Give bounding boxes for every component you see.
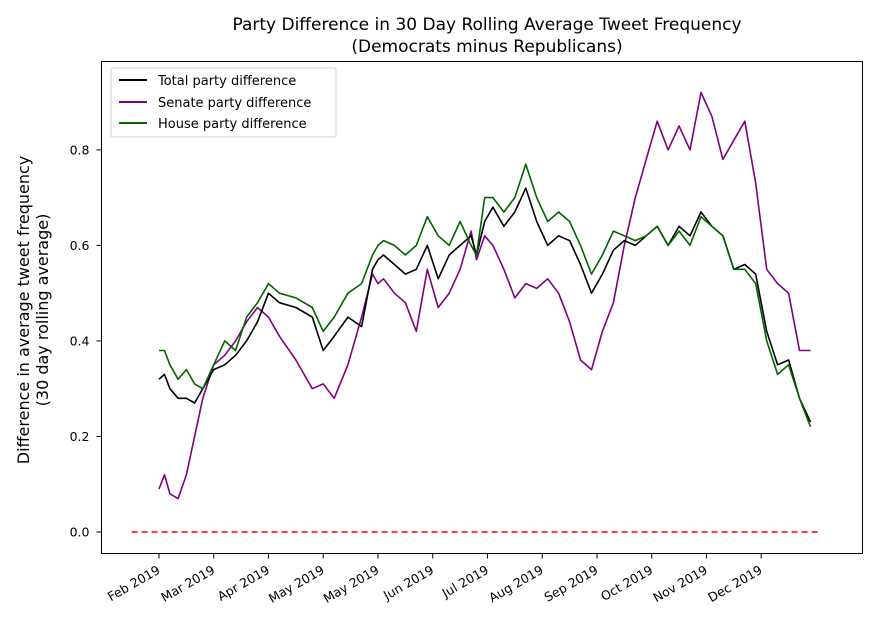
x-tick-label: Feb 2019 bbox=[105, 562, 163, 604]
x-tick-label: May 2019 bbox=[321, 562, 382, 606]
series-line-house bbox=[159, 163, 812, 428]
y-tick-label: 0.2 bbox=[70, 429, 90, 444]
y-tick-label: 0.0 bbox=[70, 525, 90, 540]
legend-label-total: Total party difference bbox=[157, 74, 296, 89]
x-tick-label: May 2019 bbox=[266, 562, 327, 606]
x-tick-label: Jun 2019 bbox=[380, 562, 436, 603]
y-axis: 0.0 0.2 0.4 0.6 0.8 bbox=[70, 142, 102, 540]
x-tick-label: Aug 2019 bbox=[486, 562, 546, 605]
x-tick-label: Oct 2019 bbox=[598, 562, 655, 604]
series-group bbox=[158, 91, 812, 500]
x-tick-label: Dec 2019 bbox=[705, 562, 764, 605]
y-axis-label-line1: Difference in average tweet frequency bbox=[14, 156, 33, 464]
x-tick-label: Mar 2019 bbox=[158, 562, 217, 605]
x-tick-label: Jul 2019 bbox=[439, 562, 491, 601]
plot-frame bbox=[101, 61, 863, 554]
chart-subtitle: (Democrats minus Republicans) bbox=[351, 37, 622, 57]
x-tick-label: Sep 2019 bbox=[542, 562, 601, 605]
x-tick-label: Apr 2019 bbox=[215, 562, 272, 604]
y-tick-label: 0.8 bbox=[70, 142, 90, 157]
series-line-senate bbox=[158, 91, 811, 500]
y-tick-label: 0.4 bbox=[70, 333, 90, 348]
legend: Total party difference Senate party diff… bbox=[110, 67, 337, 138]
series-line-total bbox=[158, 187, 812, 423]
x-tick-label: Nov 2019 bbox=[650, 562, 710, 605]
chart-title: Party Difference in 30 Day Rolling Avera… bbox=[232, 15, 741, 35]
legend-label-house: House party difference bbox=[158, 117, 307, 132]
legend-label-senate: Senate party difference bbox=[158, 96, 311, 111]
y-tick-label: 0.6 bbox=[70, 238, 90, 253]
legend-box bbox=[110, 67, 337, 138]
y-axis-label-line2: (30 day rolling average) bbox=[33, 214, 52, 407]
